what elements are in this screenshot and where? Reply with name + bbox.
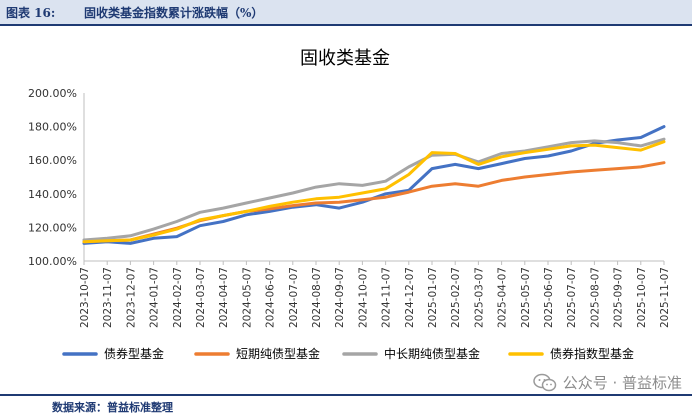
x-tick-label: 2025-03-07: [473, 267, 485, 328]
x-tick-label: 2025-09-07: [613, 267, 625, 328]
wechat-icon: [532, 373, 556, 391]
x-tick-label: 2025-04-07: [497, 267, 509, 328]
x-tick-label: 2025-08-07: [589, 267, 601, 328]
x-tick-label: 2023-11-07: [102, 267, 114, 328]
figure-header: 图表 16: 固收类基金指数累计涨跌幅（%）: [0, 0, 692, 26]
x-tick-label: 2024-09-07: [334, 267, 346, 328]
legend-label: 短期纯债型基金: [236, 346, 320, 361]
y-tick-label: 140.00%: [28, 188, 77, 201]
x-tick-label: 2024-04-07: [218, 267, 230, 328]
series-layer: [82, 125, 666, 245]
x-tick-label: 2024-06-07: [265, 267, 277, 328]
legend-label: 中长期纯债型基金: [384, 346, 480, 361]
x-tick-label: 2024-01-07: [149, 267, 161, 328]
x-tick-label: 2025-06-07: [543, 267, 555, 328]
x-tick-label: 2025-10-07: [636, 267, 648, 328]
x-tick-label: 2025-11-07: [659, 267, 671, 328]
data-source: 数据来源：普益标准整理: [52, 401, 173, 414]
x-tick-label: 2024-08-07: [311, 267, 323, 328]
legend-label: 债券型基金: [104, 346, 164, 361]
x-tick-label: 2023-10-07: [79, 267, 91, 328]
x-tick-label: 2024-07-07: [288, 267, 300, 328]
series-line: [82, 125, 666, 245]
series-line: [82, 140, 666, 244]
line-chart: 固收类基金 100.00% 120.00% 140.00% 160.00% 180.00…: [28, 48, 671, 361]
x-tick-label: 2024-03-07: [195, 267, 207, 328]
x-tick-label: 2024-10-07: [357, 267, 369, 328]
y-tick-label: 160.00%: [28, 154, 77, 167]
y-tick-label: 100.00%: [28, 255, 77, 268]
chart-title: 固收类基金: [300, 48, 390, 69]
x-tick-label: 2025-02-07: [450, 267, 462, 328]
y-tick-label: 200.00%: [28, 87, 77, 100]
figure-title: 固收类基金指数累计涨跌幅（%）: [84, 6, 264, 20]
legend: 债券型基金 短期纯债型基金 中长期纯债型基金 债券指数型基金: [62, 346, 634, 361]
y-tick-label: 120.00%: [28, 221, 77, 234]
x-tick-label: 2024-02-07: [172, 267, 184, 328]
x-tick-label: 2023-12-07: [125, 267, 137, 328]
x-tick-label: 2025-01-07: [427, 267, 439, 328]
x-tick-label: 2025-07-07: [566, 267, 578, 328]
x-tick-label: 2025-05-07: [520, 267, 532, 328]
x-axis: 2023-10-07 2023-11-07 2023-12-07 2024-01-07…: [79, 260, 671, 328]
x-tick-label: 2024-11-07: [381, 267, 393, 328]
series-line: [82, 137, 666, 242]
legend-label: 债券指数型基金: [550, 346, 634, 361]
x-tick-label: 2024-12-07: [404, 267, 416, 328]
y-axis: 100.00% 120.00% 140.00% 160.00% 180.00% 200.0…: [28, 87, 85, 268]
watermark: 公众号 · 普益标准: [532, 372, 682, 393]
figure-number: 图表 16:: [6, 6, 56, 20]
watermark-text: 公众号 · 普益标准: [562, 374, 682, 392]
x-tick-label: 2024-05-07: [241, 267, 253, 328]
y-tick-label: 180.00%: [28, 121, 77, 134]
footer-divider: [0, 394, 692, 396]
